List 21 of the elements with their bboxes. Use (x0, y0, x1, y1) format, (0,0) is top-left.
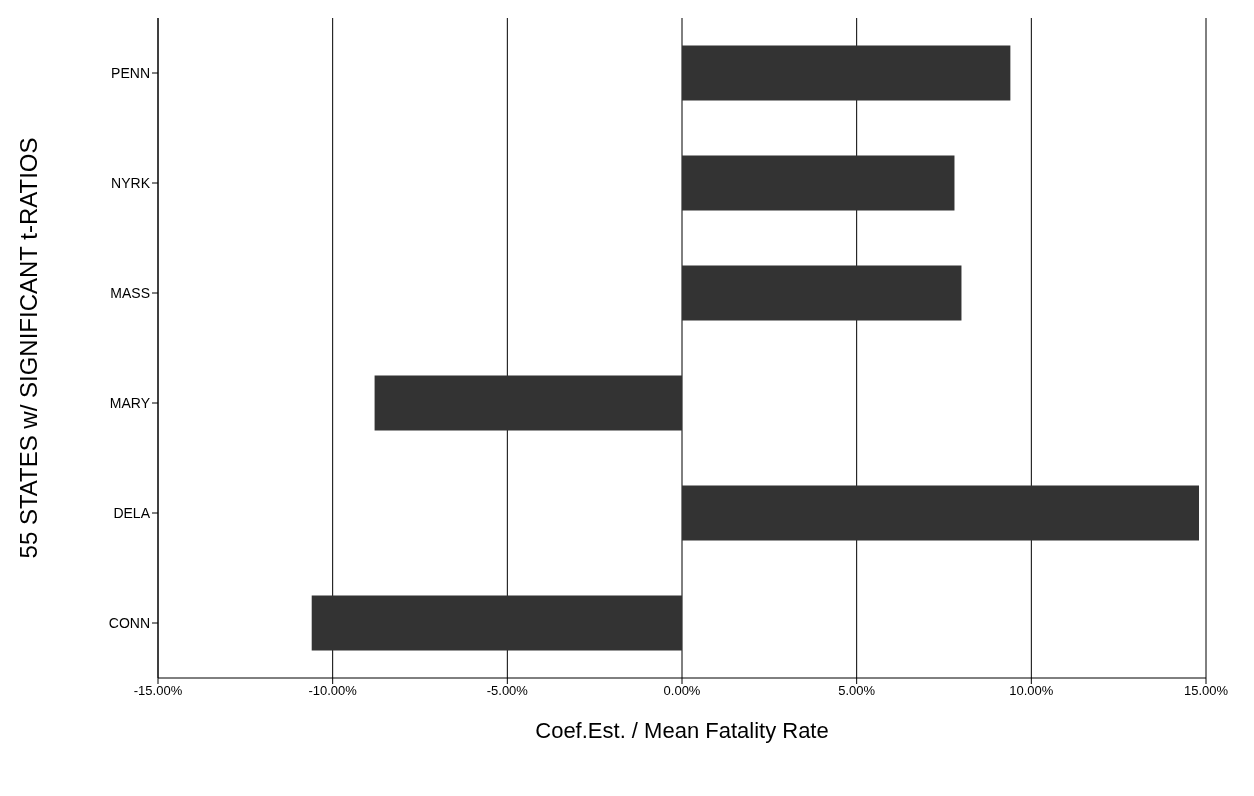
x-tick-label: 0.00% (663, 683, 701, 699)
y-tick-label: PENN (111, 64, 150, 81)
y-tick-label: NYRK (111, 174, 151, 191)
y-tick-label: MASS (110, 284, 150, 301)
bar (374, 375, 682, 431)
bar (311, 595, 682, 651)
y-axis-title: 55 STATES w/ SIGNIFICANT t-RATIOS (14, 137, 42, 559)
bar (682, 45, 1011, 101)
x-tick-label: 5.00% (838, 683, 876, 699)
y-tick-label: MARY (109, 394, 151, 411)
x-axis-title: Coef.Est. / Mean Fatality Rate (535, 718, 829, 743)
x-tick-label: -15.00% (133, 683, 183, 699)
y-tick-label: CONN (108, 614, 150, 631)
x-tick-label: 15.00% (1183, 683, 1229, 699)
x-tick-label: -5.00% (486, 683, 529, 699)
x-tick-label: 10.00% (1009, 683, 1054, 699)
y-tick-label: DELA (113, 504, 151, 521)
bar (682, 155, 955, 211)
x-tick-label: -10.00% (308, 683, 358, 699)
bar (682, 265, 962, 321)
bar (682, 485, 1200, 541)
